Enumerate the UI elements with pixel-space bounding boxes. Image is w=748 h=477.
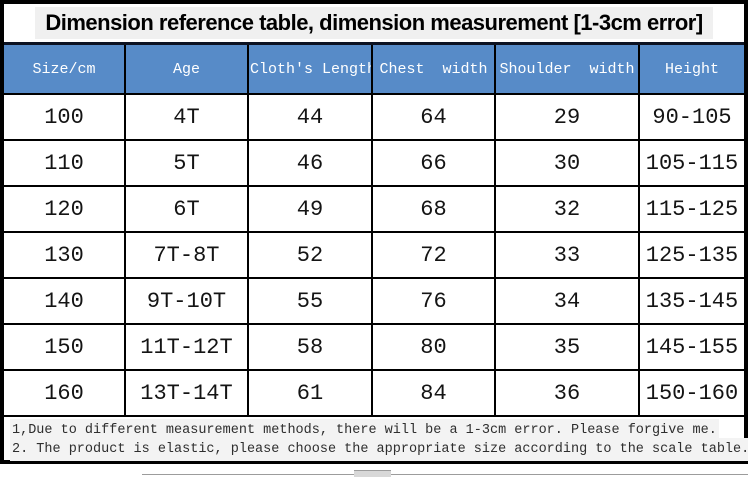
table-cell: 72 (371, 231, 496, 279)
table-row: 100 4T 44 64 29 90-105 (4, 93, 744, 141)
table-cell: 68 (371, 185, 496, 233)
table-cell: 150-160 (638, 369, 744, 417)
table-cell: 5T (124, 139, 249, 187)
note-text: 2. The product is elastic, please choose… (10, 438, 748, 461)
table-cell: 36 (494, 369, 640, 417)
table-cell: 130 (4, 231, 126, 279)
column-header-size: Size/cm (4, 45, 126, 95)
table-cell: 66 (371, 139, 496, 187)
table-cell: 80 (371, 323, 496, 371)
table-cell: 90-105 (638, 93, 744, 141)
column-header-cloth-length: Cloth's Length (247, 45, 373, 95)
table-cell: 160 (4, 369, 126, 417)
title-bar: Dimension reference table, dimension mea… (4, 4, 744, 45)
table-cell: 30 (494, 139, 640, 187)
table-cell: 100 (4, 93, 126, 141)
table-cell: 58 (247, 323, 373, 371)
table-row: 160 13T-14T 61 84 36 150-160 (4, 369, 744, 417)
table-cell: 110 (4, 139, 126, 187)
note-line-1: 1,Due to different measurement methods, … (10, 419, 738, 442)
table-cell: 61 (247, 369, 373, 417)
column-header-shoulder-width: Shoulder width (494, 45, 640, 95)
partial-element-below-box (354, 470, 391, 477)
table-cell: 52 (247, 231, 373, 279)
table-cell: 46 (247, 139, 373, 187)
table-cell: 115-125 (638, 185, 744, 233)
header-row: Size/cm Age Cloth's Length Chest width S… (4, 45, 744, 95)
table-cell: 44 (247, 93, 373, 141)
table-cell: 34 (494, 277, 640, 325)
note-line-2: 2. The product is elastic, please choose… (10, 438, 748, 461)
table-cell: 55 (247, 277, 373, 325)
table-cell: 125-135 (638, 231, 744, 279)
table-cell: 9T-10T (124, 277, 249, 325)
table-cell: 145-155 (638, 323, 744, 371)
table-cell: 120 (4, 185, 126, 233)
table-cell: 49 (247, 185, 373, 233)
table-cell: 35 (494, 323, 640, 371)
page-title: Dimension reference table, dimension mea… (35, 7, 713, 39)
table-cell: 105-115 (638, 139, 744, 187)
table-cell: 64 (371, 93, 496, 141)
table-cell: 32 (494, 185, 640, 233)
table-row: 140 9T-10T 55 76 34 135-145 (4, 277, 744, 325)
table-row: 150 11T-12T 58 80 35 145-155 (4, 323, 744, 371)
partial-element-below-line (142, 474, 748, 475)
table-cell: 150 (4, 323, 126, 371)
table-row: 120 6T 49 68 32 115-125 (4, 185, 744, 233)
table-cell: 6T (124, 185, 249, 233)
table-cell: 76 (371, 277, 496, 325)
note-text: 1,Due to different measurement methods, … (10, 419, 719, 442)
table-cell: 84 (371, 369, 496, 417)
table-cell: 135-145 (638, 277, 744, 325)
table-row: 130 7T-8T 52 72 33 125-135 (4, 231, 744, 279)
table-cell: 140 (4, 277, 126, 325)
table-row: 110 5T 46 66 30 105-115 (4, 139, 744, 187)
size-table: Size/cm Age Cloth's Length Chest width S… (4, 45, 744, 417)
table-cell: 29 (494, 93, 640, 141)
notes-section: 1,Due to different measurement methods, … (4, 417, 748, 461)
table-cell: 13T-14T (124, 369, 249, 417)
table-cell: 33 (494, 231, 640, 279)
column-header-height: Height (638, 45, 744, 95)
column-header-chest-width: Chest width (371, 45, 496, 95)
size-chart-frame: Dimension reference table, dimension mea… (0, 0, 748, 464)
column-header-age: Age (124, 45, 249, 95)
table-cell: 7T-8T (124, 231, 249, 279)
table-cell: 11T-12T (124, 323, 249, 371)
table-cell: 4T (124, 93, 249, 141)
